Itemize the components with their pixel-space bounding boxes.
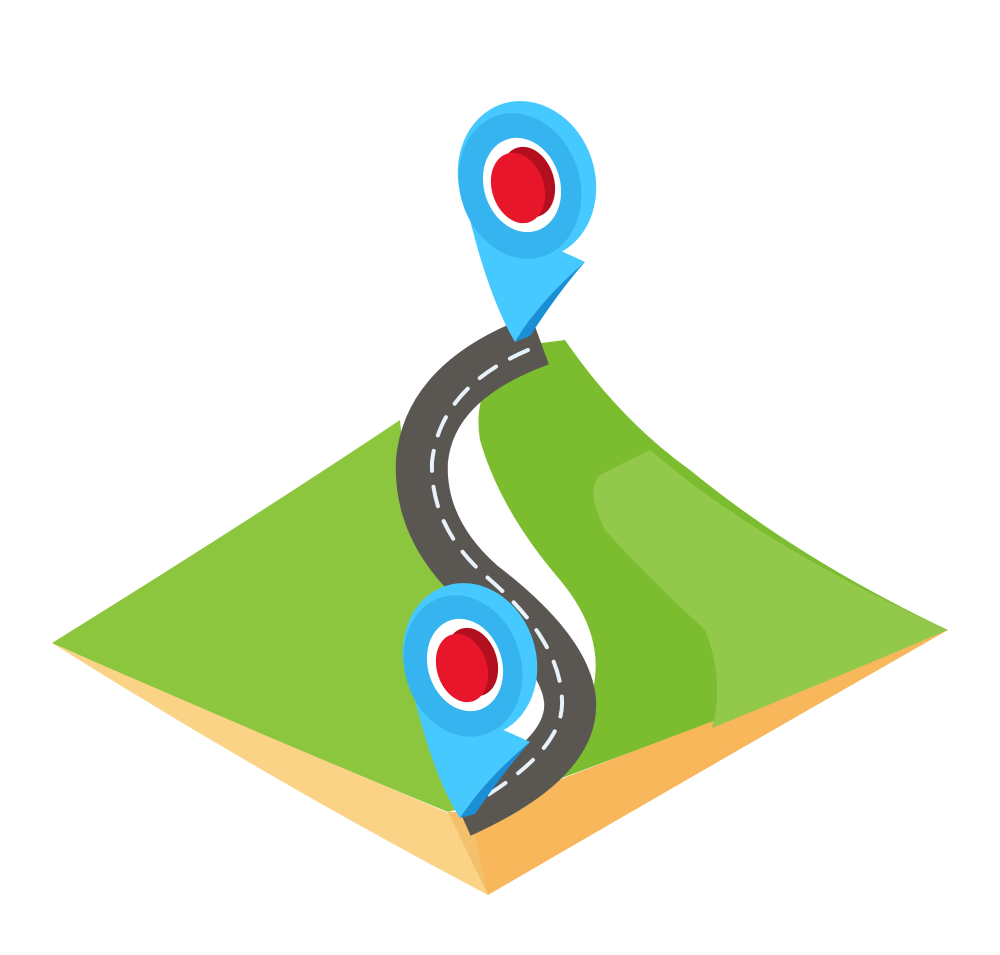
- road-center-dashes: [429, 348, 565, 810]
- pin-tip-shade: [515, 262, 585, 342]
- pin-core: [435, 633, 489, 703]
- location-pin-icon: [457, 101, 597, 342]
- grass-highlight: [593, 450, 948, 728]
- winding-road: [395, 315, 597, 836]
- soil-right-face: [460, 630, 948, 895]
- pin-core: [490, 152, 546, 224]
- road-surface: [395, 315, 597, 836]
- soil-front-edge: [448, 812, 488, 895]
- soil-left-face: [52, 643, 488, 895]
- location-pin-icon: [402, 583, 538, 818]
- pin-tip-shade: [460, 742, 530, 818]
- grass-surface: [52, 340, 948, 812]
- grass-left-field: [52, 420, 506, 812]
- soil-slab: [52, 630, 948, 895]
